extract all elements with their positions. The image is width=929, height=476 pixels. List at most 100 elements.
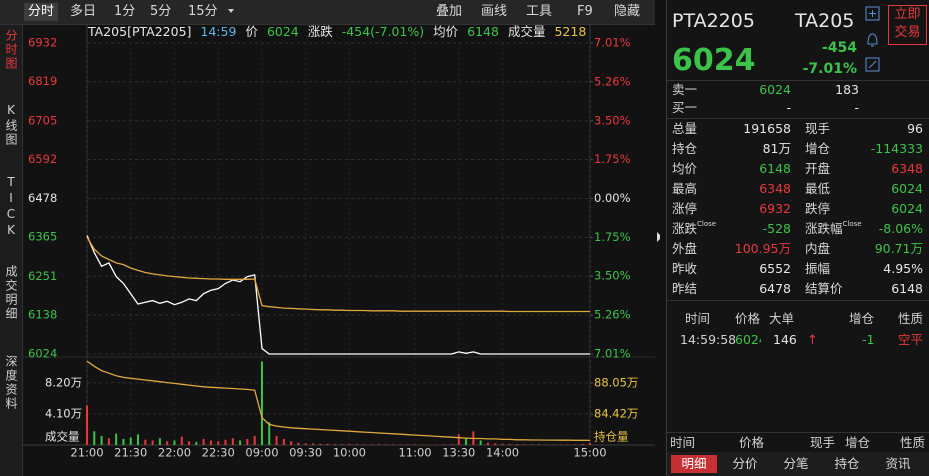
y-tick-label: 6365 [28,230,57,244]
volume-bar [290,441,293,445]
tick-cell: -1 [862,332,875,347]
stat-value: 96 [907,121,923,136]
order-label: 卖一 [672,82,698,97]
collapse-arrow[interactable] [657,232,660,242]
toolbar-tool[interactable]: 画线 [481,4,508,19]
y2-tick-label: 5.26% [594,74,631,88]
sidebar-item[interactable]: TICK [4,175,18,239]
y-tick-label: 6819 [28,74,57,88]
stat-label-sup: Close [842,220,862,228]
volume-bar [348,444,351,445]
stat-value: 6478 [759,281,791,296]
volume-bar [202,438,205,445]
volume-bar [268,422,271,445]
volume-bar [508,444,511,445]
toolbar-tool[interactable]: 隐藏 [614,4,641,19]
x-tick-label: 09:00 [245,446,278,460]
volume-bar [399,444,402,445]
stat-label: 跌停 [805,200,830,218]
detail-header: 时间 [670,435,696,450]
volume-bar [333,444,336,445]
x-tick-label: 09:30 [289,446,322,460]
info-item: 5218 [554,24,587,39]
bottom-tabs: 明细 分价 分笔 持仓 资讯 [667,452,929,476]
y-tick-label: 6932 [28,36,57,50]
sidebar-item[interactable]: 分时图 [4,29,18,71]
stat-label: 内盘 [805,240,830,258]
stat-label: 开盘 [805,160,830,178]
volume-bar [122,438,125,445]
y-axis-label: 成交量 [45,430,80,444]
toolbar-tab[interactable]: 15分 [188,4,218,19]
panel-icons [865,6,880,72]
volume-bar [457,434,460,445]
volume-bar [166,441,169,445]
volume-bar [516,444,519,445]
stat-label: 最高 [672,180,697,198]
bottom-tab[interactable]: 明细 [671,455,717,473]
volume-bar [530,444,533,445]
sidebar-item[interactable]: 成交明细 [4,265,18,321]
y-tick-label: 6138 [28,307,57,321]
order-volume: 183 [835,82,859,97]
edit-icon[interactable] [865,57,880,72]
toolbar-tab[interactable]: 分时 [24,3,59,21]
sidebar-item[interactable]: 深度资料 [4,355,18,411]
add-icon[interactable] [865,6,880,21]
y2-axis-label: 持仓量 [594,430,629,444]
info-item: 均价 [433,24,459,39]
volume-bar [137,434,140,445]
toolbar-tool[interactable]: F9 [577,4,593,19]
bottom-tab[interactable]: 资讯 [885,456,911,471]
stat-label-text: 涨跌幅 [805,221,843,236]
volume-bar [282,438,285,445]
y-tick-label: 6592 [28,152,57,166]
tick-header: 价格 [735,311,761,326]
stat-label: 涨跌幅Close [805,220,862,238]
detail-header: 增仓 [845,435,871,450]
info-item: -454(-7.01%) [341,24,425,39]
series-line [86,360,591,442]
x-tick-label: 22:30 [202,446,235,460]
sidebar-item[interactable]: K线图 [4,103,18,147]
trade-button[interactable]: 立即交易 [888,5,927,45]
toolbar: 分时 多日 1分 5分 15分 叠加 画线 工具 F9 隐藏 [0,0,655,25]
stat-value: 6348 [891,161,923,176]
stat-label: 涨停 [672,200,697,218]
quote-panel: PTA2205 TA205 立即交易 6024 -454 -7.01% ↑ 明细… [666,0,929,476]
stat-label-text: 振幅 [805,261,831,276]
stat-label-text: 最高 [672,181,698,196]
x-tick-label: 14:00 [486,446,519,460]
stat-label-text: 外盘 [672,241,698,256]
volume-bar [195,441,198,445]
y2-tick-label: 84.42万 [594,406,638,420]
y2-tick-label: 1.75% [594,152,631,166]
bottom-tab[interactable]: 分价 [732,456,758,471]
stat-label-text: 均价 [672,161,698,176]
toolbar-tool[interactable]: 叠加 [436,4,463,19]
volume-bar [443,444,446,445]
alert-icon[interactable] [867,33,878,47]
tick-header: 性质 [898,311,924,326]
series-line [86,236,590,313]
dropdown-icon[interactable] [226,6,236,16]
order-price: 6024 [759,82,791,97]
stat-value: 6024 [891,181,923,196]
stat-label: 昨收 [672,260,697,278]
volume-bar [253,435,256,445]
toolbar-tab[interactable]: 5分 [150,4,172,19]
volume-bar [129,437,132,445]
bottom-tab[interactable]: 分笔 [783,456,809,471]
volume-bar [486,442,489,445]
volume-bar [319,443,322,445]
volume-bar [180,436,183,445]
stat-label: 持仓 [672,140,697,158]
stat-label-text: 增仓 [805,141,831,156]
volume-bar [173,440,176,445]
bottom-tab[interactable]: 持仓 [834,456,860,471]
info-item: 价 [245,24,258,39]
toolbar-tool[interactable]: 工具 [526,4,553,19]
volume-bar [574,444,577,445]
toolbar-tab[interactable]: 多日 [70,4,97,19]
toolbar-tab[interactable]: 1分 [114,4,136,19]
